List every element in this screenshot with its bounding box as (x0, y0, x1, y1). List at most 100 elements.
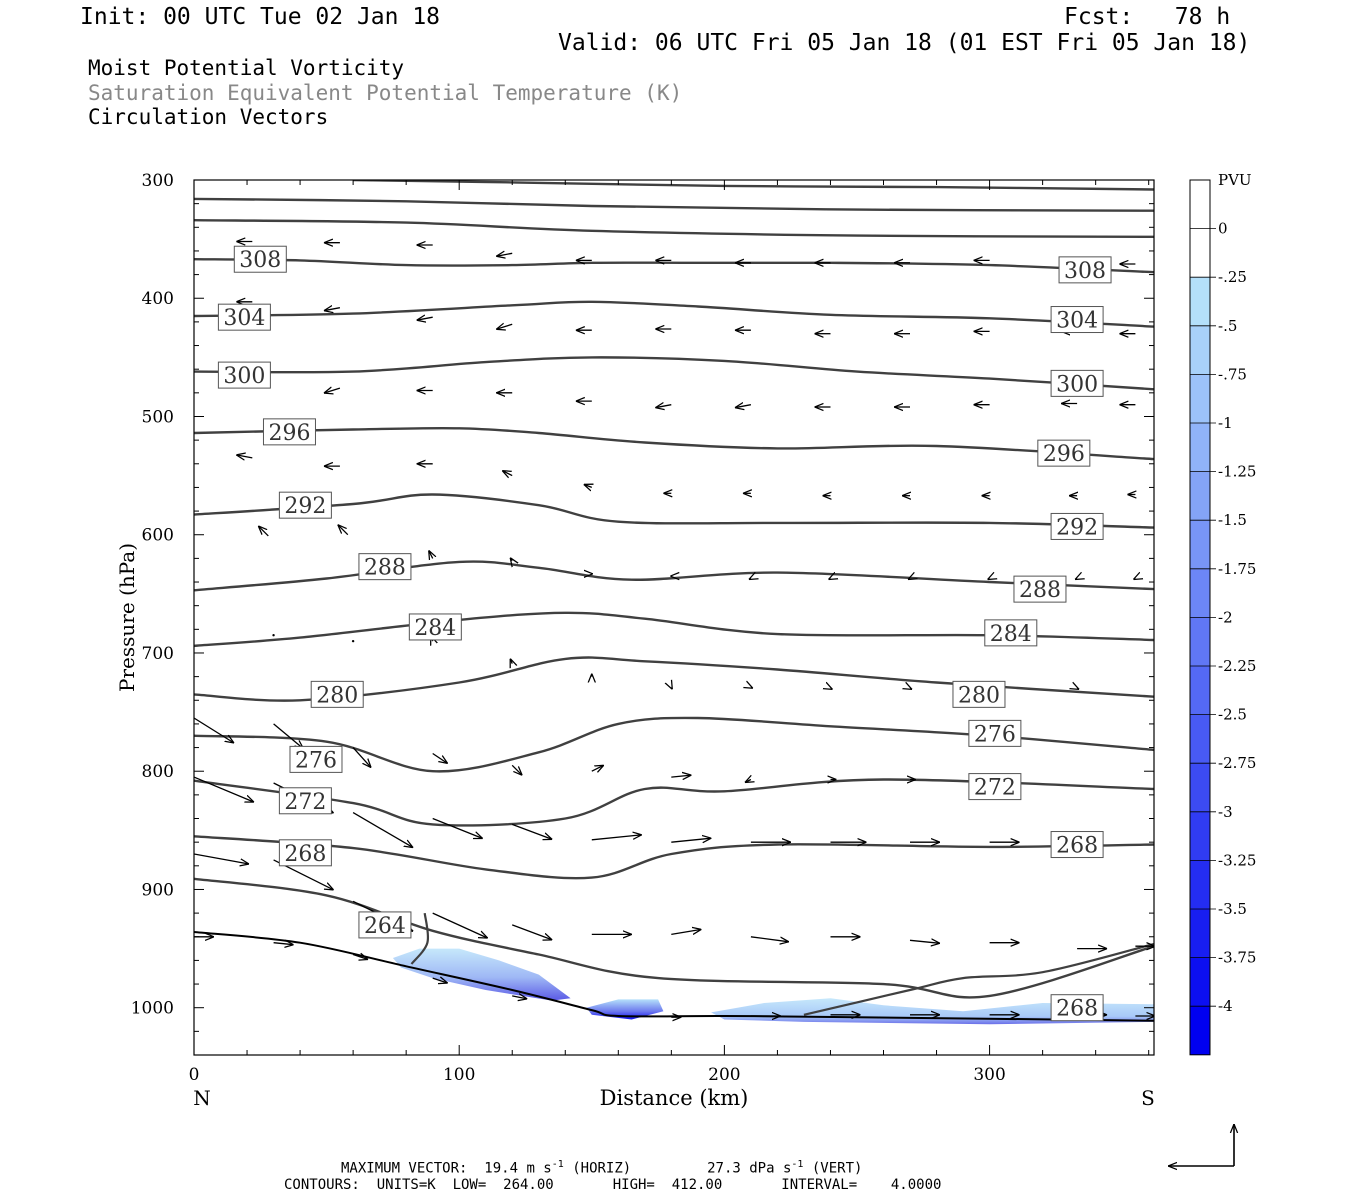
contour-label-308-0: 308 (233, 245, 287, 273)
colorbar-swatch-0 (1190, 180, 1210, 229)
colorbar-label-2: -.5 (1218, 317, 1237, 335)
colorbar-label-13: -3.25 (1218, 851, 1256, 869)
vector-70 (1077, 688, 1079, 689)
contour-top-0 (353, 180, 1154, 191)
colorbar-label-12: -3 (1218, 803, 1233, 821)
vert-exp: -1 (791, 1159, 804, 1170)
contour-label-268-23: 268 (1050, 994, 1104, 1022)
vector-66 (751, 687, 753, 688)
vector-98 (511, 924, 552, 940)
vector-54 (749, 579, 751, 580)
vector-87 (591, 835, 642, 841)
vector-77 (671, 775, 691, 777)
vector-111 (512, 996, 527, 999)
vector-82 (194, 776, 254, 802)
vector-61 (351, 639, 355, 643)
vector-88 (671, 838, 711, 842)
ytick-800: 800 (142, 762, 174, 782)
theta-contours (194, 180, 1154, 1022)
ytick-900: 900 (142, 880, 174, 900)
colorbar-label-11: -2.75 (1218, 754, 1256, 772)
vector-85 (432, 817, 483, 839)
contour-268-lower (803, 942, 1154, 1016)
contour-label-288-17: 288 (1013, 575, 1067, 603)
svg-text:272: 272 (974, 776, 1016, 801)
vector-78 (745, 780, 751, 783)
svg-text:264: 264 (364, 914, 406, 939)
colorbar-label-6: -1.5 (1218, 511, 1247, 529)
vector-67 (831, 688, 833, 689)
svg-text:280: 280 (316, 683, 358, 708)
svg-text:272: 272 (284, 790, 326, 815)
ytick-500: 500 (142, 407, 174, 427)
colorbar-label-16: -4 (1218, 997, 1233, 1015)
ytick-600: 600 (142, 526, 174, 546)
colorbar-label-14: -3.5 (1218, 900, 1247, 918)
vector-86 (511, 823, 552, 839)
contour-label-272-9: 272 (278, 787, 332, 815)
forecast-hour: Fcst: 78 h (1064, 4, 1231, 30)
colorbar-swatch-1 (1190, 228, 1210, 278)
contour-276-8 (194, 716, 1154, 773)
svg-text:288: 288 (364, 556, 406, 581)
y-axis-label: Pressure (hPa) (115, 543, 139, 692)
vector-58 (1075, 579, 1077, 580)
vector-60 (272, 634, 275, 637)
colorbar-swatch-12 (1190, 763, 1210, 812)
contour-label-308-12: 308 (1058, 256, 1112, 284)
vector-100 (671, 929, 701, 936)
svg-text:276: 276 (295, 748, 337, 773)
surface-line (194, 931, 1154, 1022)
vector-72 (273, 723, 304, 749)
colorbar-label-8: -2 (1218, 608, 1233, 626)
vector-75 (511, 764, 522, 775)
plot-frame (193, 179, 1155, 1056)
svg-text:268: 268 (284, 842, 326, 867)
horiz-exp: -1 (551, 1159, 564, 1170)
vector-29 (655, 405, 672, 408)
x-axis-label: Distance (km) (600, 1086, 749, 1110)
vector-65 (671, 687, 672, 689)
reference-vector-icon (1168, 1124, 1234, 1166)
vector-108 (273, 943, 294, 945)
vector-57 (988, 579, 990, 580)
colorbar-swatch-17 (1190, 1006, 1210, 1055)
vert-tag: (VERT) (811, 1160, 863, 1177)
contour-label-276-20: 276 (968, 719, 1022, 747)
vector-49 (338, 525, 349, 536)
vector-30 (735, 405, 752, 408)
colorbar-swatch-16 (1190, 957, 1210, 1007)
vector-48 (258, 526, 269, 537)
vert-value: 27.3 dPa s (707, 1160, 792, 1177)
contour-label-280-19: 280 (952, 680, 1006, 708)
svg-text:276: 276 (974, 722, 1016, 747)
contour-292-4 (194, 493, 1154, 529)
contours-info: CONTOURS: UNITS=K LOW= 264.00 HIGH= 412.… (284, 1177, 942, 1193)
vector-68 (910, 688, 912, 689)
svg-text:292: 292 (1056, 515, 1098, 540)
vector-15 (496, 324, 513, 329)
vector-110 (432, 978, 448, 983)
contour-label-288-5: 288 (358, 553, 412, 581)
pv-shading (392, 948, 1154, 1025)
vector-97 (432, 912, 488, 938)
x-right-label: S (1141, 1086, 1155, 1110)
contour-264-11 (194, 877, 1154, 999)
svg-text:284: 284 (990, 622, 1032, 647)
colorbar-label-7: -1.75 (1218, 560, 1256, 578)
svg-text:296: 296 (268, 421, 310, 446)
vector-84 (352, 812, 413, 848)
svg-text:300: 300 (1056, 372, 1098, 397)
contour-label-300-2: 300 (217, 361, 271, 389)
contour-296-3 (194, 426, 1154, 461)
vector-13 (324, 308, 341, 311)
vector-71 (194, 717, 234, 743)
valid-time: Valid: 06 UTC Fri 05 Jan 18 (01 EST Fri … (558, 30, 1251, 56)
svg-text:268: 268 (1056, 997, 1098, 1022)
contour-label-292-4: 292 (278, 491, 332, 519)
colorbar-swatch-6 (1190, 471, 1210, 521)
colorbar-label-5: -1.25 (1218, 463, 1256, 481)
svg-text:308: 308 (1064, 259, 1106, 284)
contour-308-0 (194, 258, 1154, 274)
